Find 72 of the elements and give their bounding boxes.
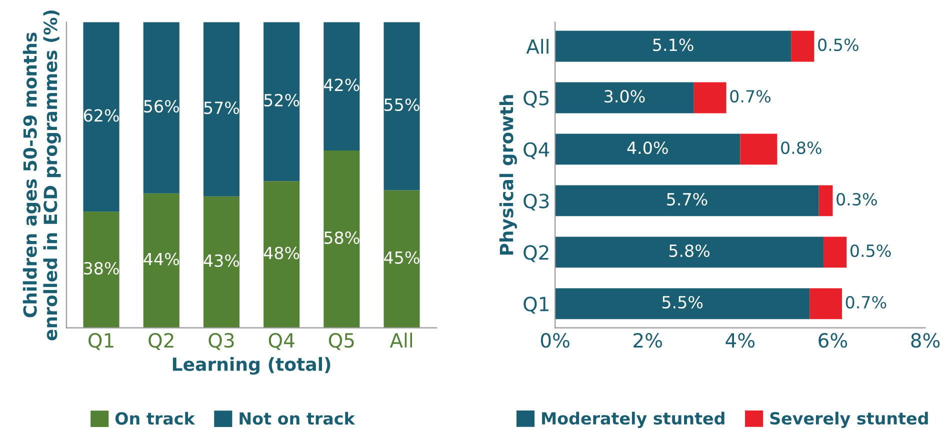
data-label: 5.1%	[653, 38, 694, 52]
data-label: 0.3%	[836, 192, 877, 206]
x-tick-label: All	[390, 332, 412, 348]
y-tick-label: Q1	[524, 296, 548, 314]
legend-label: Not on track	[240, 412, 356, 425]
x-tick-label: Q4	[268, 333, 294, 350]
x-tick-label: Q1	[88, 333, 114, 350]
legend-label: Moderately stunted	[542, 412, 724, 428]
data-label: 3.0%	[604, 90, 645, 103]
data-label: 5.7%	[667, 192, 708, 206]
data-label: 4.0%	[627, 141, 668, 154]
x-tick-label: 6%	[818, 333, 848, 348]
x-tick-label: Q3	[208, 333, 234, 350]
data-label: 44%	[144, 252, 179, 266]
bar	[264, 181, 300, 328]
bar	[384, 22, 420, 190]
x-tick-label: 2%	[634, 333, 662, 348]
x-tick-label: Q2	[148, 333, 174, 350]
x-tick-label: Q5	[328, 333, 354, 350]
bar	[818, 185, 833, 216]
bar	[143, 193, 180, 328]
bar	[740, 134, 778, 165]
data-label: 52%	[264, 94, 300, 106]
x-tick-label: 0%	[540, 333, 570, 348]
bar	[791, 30, 814, 62]
data-label: 62%	[84, 109, 119, 122]
bar	[810, 288, 842, 320]
data-label: 0.7%	[846, 296, 886, 309]
y-tick-label: Q2	[524, 245, 548, 262]
y-tick-label: Q4	[524, 142, 550, 160]
data-label: 45%	[384, 251, 420, 264]
bar	[555, 82, 694, 114]
y-axis-title: Children ages 50-59 months enrolled in ECD programmes (%)	[22, 10, 61, 340]
x-tick-label: 4%	[726, 333, 755, 348]
data-label: 38%	[84, 262, 119, 275]
y-axis-title: Physical growth	[499, 95, 517, 255]
bar	[83, 22, 120, 212]
bar	[83, 212, 120, 328]
bar	[555, 30, 792, 62]
data-label: 58%	[324, 231, 360, 244]
data-label: 55%	[384, 98, 420, 112]
data-label: 0.5%	[850, 244, 891, 258]
data-label: 43%	[204, 254, 240, 267]
data-label: 42%	[324, 78, 360, 92]
data-label: 57%	[204, 101, 240, 114]
x-axis-title: Learning (total)	[172, 357, 330, 375]
x-tick-label: 8%	[911, 333, 940, 348]
bar	[264, 22, 300, 182]
bar	[324, 22, 360, 151]
data-label: 0.5%	[818, 38, 858, 52]
bar	[694, 82, 726, 114]
bar	[555, 288, 810, 320]
y-tick-label: All	[526, 38, 548, 54]
bar	[555, 185, 819, 216]
y-tick-label: Q5	[524, 90, 549, 108]
bar	[203, 196, 240, 328]
bar	[555, 236, 824, 268]
data-label: 0.7%	[730, 90, 770, 103]
data-label: 5.8%	[669, 244, 710, 258]
data-label: 5.5%	[662, 296, 703, 309]
legend-label: On track	[115, 412, 196, 425]
bar	[823, 236, 847, 268]
data-label: 48%	[264, 246, 300, 260]
data-label: 0.8%	[781, 141, 822, 154]
bar	[143, 22, 180, 194]
data-label: 56%	[144, 100, 179, 113]
y-tick-label: Q3	[524, 194, 549, 211]
legend-label: Severely stunted	[770, 412, 928, 428]
bar	[555, 134, 740, 165]
bar	[203, 22, 240, 196]
bar	[324, 150, 360, 328]
bar	[384, 190, 420, 328]
